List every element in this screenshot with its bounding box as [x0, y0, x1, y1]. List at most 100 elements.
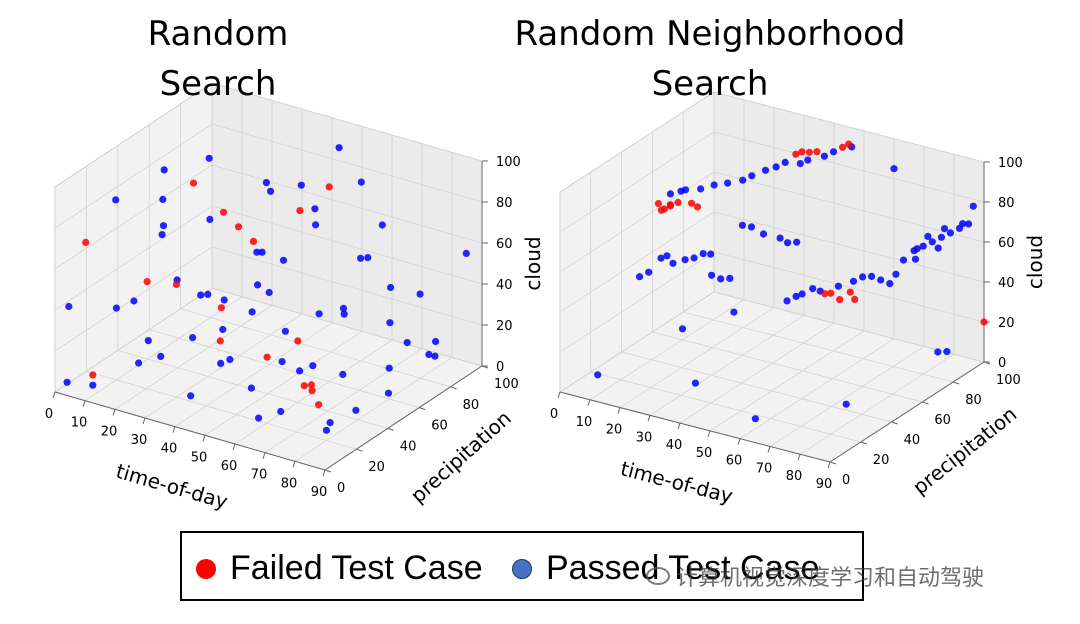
point-passed-test-case: [378, 221, 386, 229]
point-passed-test-case: [425, 350, 433, 359]
point-passed-test-case: [384, 389, 393, 397]
grid-line: [713, 251, 985, 323]
grid-line: [211, 123, 483, 203]
point-passed-test-case: [159, 222, 168, 230]
point-passed-test-case: [253, 248, 261, 256]
point-failed-test-case: [234, 223, 243, 231]
y-tick-mark: [356, 448, 363, 452]
grid-line: [621, 351, 892, 423]
point-passed-test-case: [849, 277, 858, 285]
point-passed-test-case: [940, 225, 949, 233]
x-tick-label: 0: [550, 407, 558, 422]
point-passed-test-case: [924, 232, 932, 240]
point-failed-test-case: [263, 353, 271, 361]
x-tick-label: 60: [726, 454, 743, 469]
point-passed-test-case: [255, 414, 263, 422]
point-passed-test-case: [868, 272, 876, 280]
legend-item-failed: Failed Test Case: [196, 549, 483, 588]
point-passed-test-case: [265, 288, 273, 297]
grid-line: [589, 299, 745, 401]
y-tick-label: 0: [337, 481, 345, 496]
point-passed-test-case: [959, 220, 967, 228]
z-tick-label: 60: [496, 237, 513, 252]
x-tick-mark: [587, 399, 591, 406]
point-passed-test-case: [708, 271, 716, 279]
point-passed-test-case: [919, 242, 927, 250]
point-passed-test-case: [726, 274, 734, 282]
x-tick-mark: [262, 452, 266, 459]
point-failed-test-case: [219, 208, 228, 216]
point-passed-test-case: [636, 273, 644, 281]
grid-line: [739, 338, 895, 440]
point-passed-test-case: [226, 355, 234, 364]
point-passed-test-case: [403, 339, 411, 347]
point-passed-test-case: [657, 254, 665, 262]
point-passed-test-case: [748, 172, 756, 180]
legend-label-failed: Failed Test Case: [230, 549, 483, 587]
x-tick-mark: [827, 461, 831, 469]
x-tick-mark: [112, 409, 116, 416]
point-passed-test-case: [937, 233, 946, 241]
x-tick-mark: [142, 417, 146, 425]
y-tick-mark: [419, 407, 426, 411]
point-passed-test-case: [877, 276, 885, 284]
x-tick-mark: [737, 438, 741, 445]
point-passed-test-case: [267, 187, 275, 195]
x-tick-label: 90: [311, 485, 328, 500]
y-tick-mark: [387, 427, 394, 431]
point-passed-test-case: [385, 364, 393, 372]
point-passed-test-case: [431, 352, 439, 360]
point-failed-test-case: [693, 203, 702, 211]
grid-line: [619, 307, 775, 408]
point-passed-test-case: [946, 229, 955, 237]
point-passed-test-case: [678, 325, 687, 333]
point-failed-test-case: [846, 288, 854, 296]
x-tick-mark: [767, 446, 771, 453]
title-neighborhood-line1: Random Neighborhood: [515, 14, 906, 54]
point-passed-test-case: [63, 378, 71, 386]
point-passed-test-case: [699, 250, 707, 258]
point-passed-test-case: [112, 196, 120, 204]
point-failed-test-case: [851, 295, 859, 303]
plot-random-search: 0 10 20 30 40 50 60 70 80 90 0 20 40 60 80 100 0 20 40 60 80…: [45, 82, 545, 514]
y-tick-label: 60: [431, 419, 448, 434]
y-tick-mark: [922, 401, 929, 405]
y-tick-mark: [450, 386, 457, 390]
wechat-icon: [646, 567, 670, 585]
x-tick-mark: [617, 407, 621, 414]
x-tick-label: 70: [756, 461, 773, 476]
grid-line: [709, 330, 865, 432]
point-failed-test-case: [82, 238, 90, 246]
point-passed-test-case: [277, 407, 285, 416]
point-passed-test-case: [739, 176, 747, 184]
point-passed-test-case: [315, 310, 323, 318]
point-passed-test-case: [322, 426, 330, 434]
z-tick-label: 100: [998, 156, 1023, 171]
point-failed-test-case: [300, 382, 308, 390]
point-passed-test-case: [829, 148, 838, 156]
point-passed-test-case: [340, 310, 348, 318]
x-tick-mark: [82, 400, 86, 407]
point-passed-test-case: [792, 292, 800, 300]
point-passed-test-case: [690, 254, 698, 262]
point-failed-test-case: [296, 207, 304, 215]
point-failed-test-case: [687, 199, 696, 207]
grid-line: [799, 353, 955, 455]
point-passed-test-case: [890, 165, 898, 173]
point-failed-test-case: [308, 387, 316, 395]
point-failed-test-case: [89, 371, 97, 379]
x-axis-label: time-of-day: [113, 459, 230, 514]
y-tick-label: 40: [904, 433, 921, 448]
point-passed-test-case: [943, 348, 951, 356]
grid-line: [180, 308, 451, 388]
y-axis-label: precipitation: [908, 402, 1021, 500]
point-failed-test-case: [836, 296, 844, 304]
y-tick-label: 80: [463, 398, 480, 413]
point-passed-test-case: [462, 249, 470, 257]
x-tick-label: 60: [221, 459, 238, 474]
point-passed-test-case: [296, 367, 304, 375]
point-failed-test-case: [980, 318, 988, 326]
y-tick-label: 100: [494, 377, 519, 392]
point-passed-test-case: [130, 297, 138, 305]
